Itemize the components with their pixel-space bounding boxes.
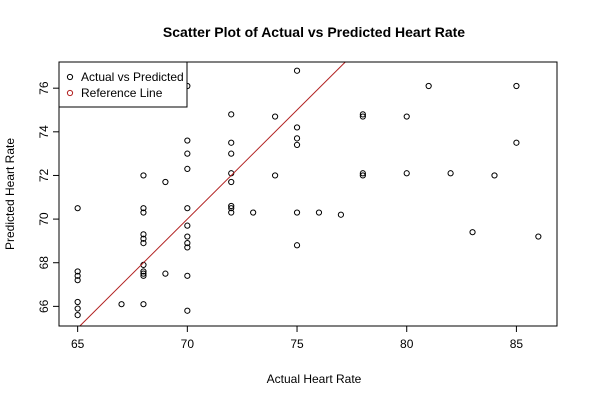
data-point xyxy=(403,170,410,177)
x-tick-label: 85 xyxy=(510,337,524,351)
data-point xyxy=(184,205,191,212)
data-point xyxy=(184,239,191,247)
y-tick-label: 72 xyxy=(37,168,51,182)
data-point xyxy=(74,311,81,319)
data-point xyxy=(293,124,301,131)
data-point xyxy=(140,235,147,242)
data-point xyxy=(228,139,235,146)
y-tick-label: 66 xyxy=(37,299,51,313)
data-point xyxy=(74,272,81,279)
data-point xyxy=(425,82,432,90)
data-point xyxy=(184,233,191,240)
data-point xyxy=(228,209,235,216)
legend-marker-actual-vs-predicted xyxy=(66,73,74,81)
data-point xyxy=(184,272,191,279)
data-point xyxy=(403,113,410,120)
chart-title: Scatter Plot of Actual vs Predicted Hear… xyxy=(163,24,465,40)
data-point xyxy=(359,113,366,120)
data-point xyxy=(337,211,345,218)
data-point xyxy=(469,229,476,236)
data-point xyxy=(293,67,301,74)
data-point xyxy=(359,111,366,118)
data-point xyxy=(184,307,191,314)
y-tick-label: 68 xyxy=(37,256,51,270)
data-point xyxy=(140,231,147,238)
data-point xyxy=(359,172,366,179)
data-point xyxy=(293,242,301,249)
data-point xyxy=(184,244,191,251)
data-point xyxy=(140,172,147,179)
legend-marker-reference-line xyxy=(66,89,74,97)
data-point xyxy=(491,172,498,179)
y-tick-label: 70 xyxy=(37,212,51,226)
x-axis-label: Actual Heart Rate xyxy=(267,372,362,386)
plot-frame xyxy=(58,61,558,327)
data-point xyxy=(162,270,169,277)
data-point xyxy=(140,301,147,308)
reference-line-layer xyxy=(79,61,346,327)
data-point xyxy=(140,239,147,247)
data-point xyxy=(228,202,235,210)
reference-line xyxy=(79,61,346,327)
data-point xyxy=(293,135,301,142)
data-point xyxy=(535,233,542,240)
data-point xyxy=(271,172,279,179)
x-tick-label: 75 xyxy=(290,337,304,351)
data-point xyxy=(250,209,257,216)
legend-label-reference-line: Reference Line xyxy=(81,86,163,100)
data-point xyxy=(184,222,191,229)
data-point xyxy=(447,170,454,177)
x-tick-label: 65 xyxy=(71,337,85,351)
legend-label-actual-vs-predicted: Actual vs Predicted xyxy=(81,70,184,84)
data-point xyxy=(228,178,235,186)
data-point xyxy=(293,209,301,216)
y-tick-label: 74 xyxy=(37,125,51,139)
data-point xyxy=(140,270,147,277)
data-point xyxy=(513,139,520,146)
data-point xyxy=(271,113,279,120)
data-point xyxy=(184,165,191,173)
data-point xyxy=(118,301,125,308)
x-tick-label: 70 xyxy=(181,337,195,351)
data-point xyxy=(315,209,323,216)
data-point xyxy=(228,150,235,157)
y-axis-label: Predicted Heart Rate xyxy=(3,138,17,250)
data-point xyxy=(184,137,191,144)
data-point xyxy=(140,268,147,275)
data-point xyxy=(513,82,520,90)
data-point xyxy=(140,205,147,212)
data-point xyxy=(140,272,147,279)
y-axis: 66 68 70 72 74 76 xyxy=(37,81,59,313)
data-point xyxy=(228,111,235,118)
data-point xyxy=(74,298,81,306)
points-layer xyxy=(74,67,542,319)
data-point xyxy=(74,277,81,284)
data-point xyxy=(228,205,235,212)
data-point xyxy=(74,268,81,275)
y-tick-label: 76 xyxy=(37,81,51,95)
data-point xyxy=(293,141,301,149)
x-tick-label: 80 xyxy=(400,337,414,351)
legend-box xyxy=(58,61,188,108)
legend: Actual vs Predicted Reference Line xyxy=(58,61,188,108)
data-point xyxy=(184,150,191,157)
data-point xyxy=(74,205,81,212)
x-axis: 65 70 75 80 85 xyxy=(71,326,523,351)
data-point xyxy=(74,305,81,312)
data-point xyxy=(359,170,366,177)
data-point xyxy=(162,178,169,186)
data-point xyxy=(140,209,147,216)
